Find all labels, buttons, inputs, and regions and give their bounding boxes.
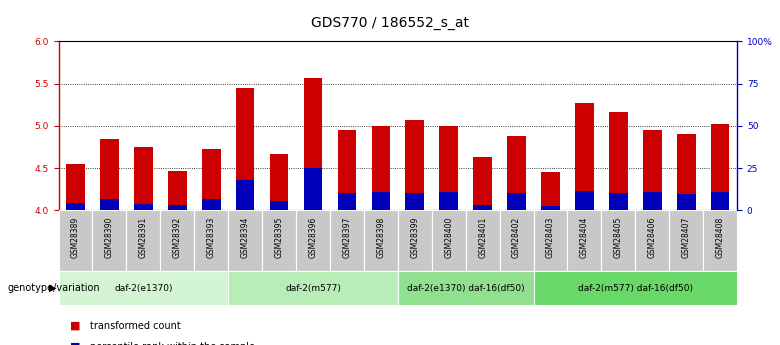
Text: percentile rank within the sample: percentile rank within the sample xyxy=(90,342,255,345)
Bar xyxy=(609,193,628,210)
Bar xyxy=(711,124,729,210)
Bar xyxy=(270,201,289,210)
Bar xyxy=(126,210,161,271)
Bar xyxy=(194,210,228,271)
Bar xyxy=(473,157,492,210)
Bar xyxy=(541,206,560,210)
Bar xyxy=(677,134,696,210)
Text: daf-2(e1370): daf-2(e1370) xyxy=(114,284,172,293)
Bar xyxy=(134,204,153,210)
Bar xyxy=(58,210,93,271)
Bar xyxy=(202,149,221,210)
Bar xyxy=(161,210,194,271)
Bar xyxy=(406,193,424,210)
Text: GSM28390: GSM28390 xyxy=(105,217,114,258)
Bar xyxy=(568,210,601,271)
Text: GSM28408: GSM28408 xyxy=(715,217,725,258)
Text: GDS770 / 186552_s_at: GDS770 / 186552_s_at xyxy=(311,16,469,30)
Text: daf-2(e1370) daf-16(df50): daf-2(e1370) daf-16(df50) xyxy=(407,284,524,293)
Text: GSM28392: GSM28392 xyxy=(172,217,182,258)
Bar xyxy=(643,130,661,210)
Text: GSM28406: GSM28406 xyxy=(647,217,657,258)
Text: GSM28403: GSM28403 xyxy=(546,217,555,258)
Bar xyxy=(677,194,696,210)
Text: GSM28396: GSM28396 xyxy=(308,217,317,258)
Bar xyxy=(338,130,356,210)
Bar xyxy=(236,88,254,210)
Bar xyxy=(636,210,669,271)
Text: ▶: ▶ xyxy=(48,283,56,293)
Bar xyxy=(439,192,458,210)
Bar xyxy=(609,111,628,210)
Bar xyxy=(371,192,390,210)
Text: GSM28391: GSM28391 xyxy=(139,217,148,258)
Bar xyxy=(363,210,398,271)
Bar xyxy=(507,193,526,210)
Bar xyxy=(303,78,322,210)
Bar xyxy=(398,210,432,271)
Bar xyxy=(406,120,424,210)
Bar xyxy=(303,168,322,210)
Bar xyxy=(270,154,289,210)
Bar xyxy=(500,210,534,271)
Bar xyxy=(202,199,221,210)
Text: GSM28405: GSM28405 xyxy=(614,217,623,258)
Bar xyxy=(134,147,153,210)
Text: GSM28400: GSM28400 xyxy=(444,217,453,258)
Bar xyxy=(168,205,186,210)
Bar xyxy=(228,210,262,271)
Text: GSM28393: GSM28393 xyxy=(207,217,216,258)
Bar xyxy=(236,180,254,210)
Bar xyxy=(432,210,466,271)
Bar xyxy=(330,210,363,271)
Text: GSM28394: GSM28394 xyxy=(240,217,250,258)
Bar xyxy=(66,203,85,210)
Text: daf-2(m577): daf-2(m577) xyxy=(285,284,341,293)
Text: GSM28404: GSM28404 xyxy=(580,217,589,258)
Bar xyxy=(168,171,186,210)
Bar xyxy=(296,210,330,271)
Text: daf-2(m577) daf-16(df50): daf-2(m577) daf-16(df50) xyxy=(578,284,693,293)
Bar xyxy=(711,192,729,210)
Bar xyxy=(507,136,526,210)
Text: GSM28407: GSM28407 xyxy=(682,217,691,258)
Bar xyxy=(575,103,594,210)
Bar xyxy=(58,271,228,305)
Text: GSM28397: GSM28397 xyxy=(342,217,352,258)
Text: GSM28401: GSM28401 xyxy=(478,217,488,258)
Bar xyxy=(100,139,119,210)
Bar xyxy=(704,210,737,271)
Bar xyxy=(575,191,594,210)
Bar xyxy=(66,164,85,210)
Bar xyxy=(669,210,704,271)
Bar xyxy=(228,271,398,305)
Text: ■: ■ xyxy=(70,321,80,331)
Text: transformed count: transformed count xyxy=(90,321,180,331)
Bar xyxy=(643,192,661,210)
Bar xyxy=(262,210,296,271)
Bar xyxy=(541,172,560,210)
Text: genotype/variation: genotype/variation xyxy=(8,283,101,293)
Text: ■: ■ xyxy=(70,342,80,345)
Bar xyxy=(93,210,126,271)
Bar xyxy=(439,126,458,210)
Bar xyxy=(601,210,635,271)
Bar xyxy=(398,271,534,305)
Bar xyxy=(534,210,567,271)
Bar xyxy=(534,271,737,305)
Bar xyxy=(473,205,492,210)
Bar xyxy=(466,210,499,271)
Text: GSM28398: GSM28398 xyxy=(376,217,385,258)
Bar xyxy=(338,193,356,210)
Text: GSM28399: GSM28399 xyxy=(410,217,420,258)
Text: GSM28402: GSM28402 xyxy=(512,217,521,258)
Text: GSM28389: GSM28389 xyxy=(71,217,80,258)
Text: GSM28395: GSM28395 xyxy=(275,217,284,258)
Bar xyxy=(100,199,119,210)
Bar xyxy=(371,126,390,210)
